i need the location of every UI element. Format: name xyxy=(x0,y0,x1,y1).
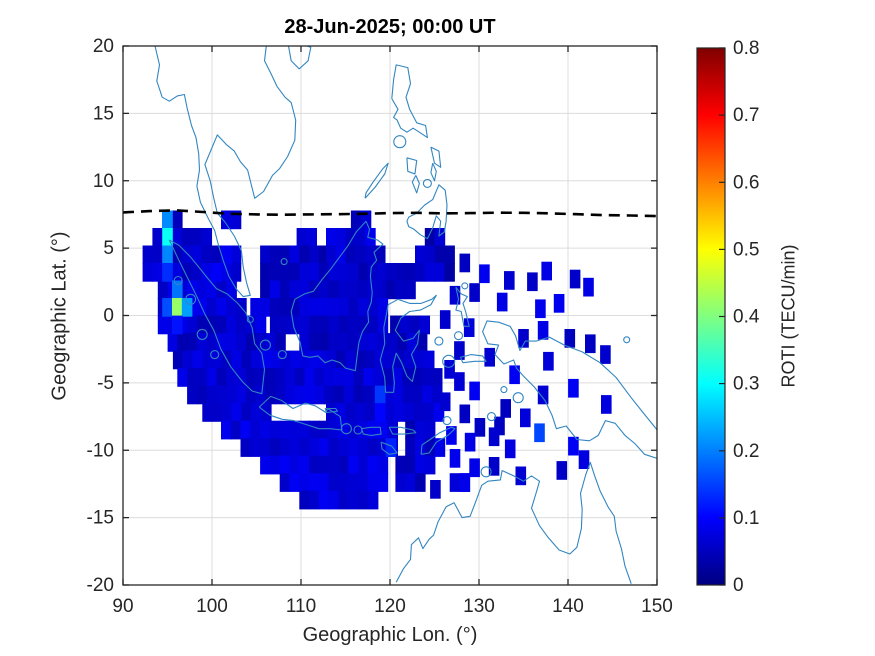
svg-text:0.2: 0.2 xyxy=(733,441,759,462)
svg-text:110: 110 xyxy=(286,596,316,617)
svg-text:-5: -5 xyxy=(97,373,114,394)
svg-text:120: 120 xyxy=(374,596,406,617)
svg-text:0.6: 0.6 xyxy=(733,172,759,193)
svg-text:0.1: 0.1 xyxy=(733,508,759,529)
svg-text:0.8: 0.8 xyxy=(733,38,759,59)
svg-text:0: 0 xyxy=(103,306,114,327)
svg-text:150: 150 xyxy=(641,596,673,617)
svg-text:0.5: 0.5 xyxy=(733,239,759,260)
svg-text:15: 15 xyxy=(93,103,114,124)
svg-text:-10: -10 xyxy=(87,440,114,461)
svg-text:5: 5 xyxy=(103,238,114,259)
svg-text:90: 90 xyxy=(112,596,133,617)
svg-text:100: 100 xyxy=(196,596,228,617)
y-axis-label: Geographic Lat. (°) xyxy=(48,231,71,401)
svg-text:140: 140 xyxy=(552,596,584,617)
svg-text:0: 0 xyxy=(733,575,744,596)
colorbar-label: ROTI (TECU/min) xyxy=(778,244,799,388)
x-axis-label: Geographic Lon. (°) xyxy=(302,624,478,646)
svg-text:0.7: 0.7 xyxy=(733,105,759,126)
figure-title: 28-Jun-2025; 00:00 UT xyxy=(284,16,496,38)
svg-text:0.4: 0.4 xyxy=(733,307,760,328)
svg-text:10: 10 xyxy=(93,171,114,192)
svg-text:0.3: 0.3 xyxy=(733,374,759,395)
svg-text:130: 130 xyxy=(463,596,495,617)
svg-text:-15: -15 xyxy=(87,508,114,529)
svg-text:20: 20 xyxy=(93,36,114,57)
svg-text:-20: -20 xyxy=(87,575,114,596)
